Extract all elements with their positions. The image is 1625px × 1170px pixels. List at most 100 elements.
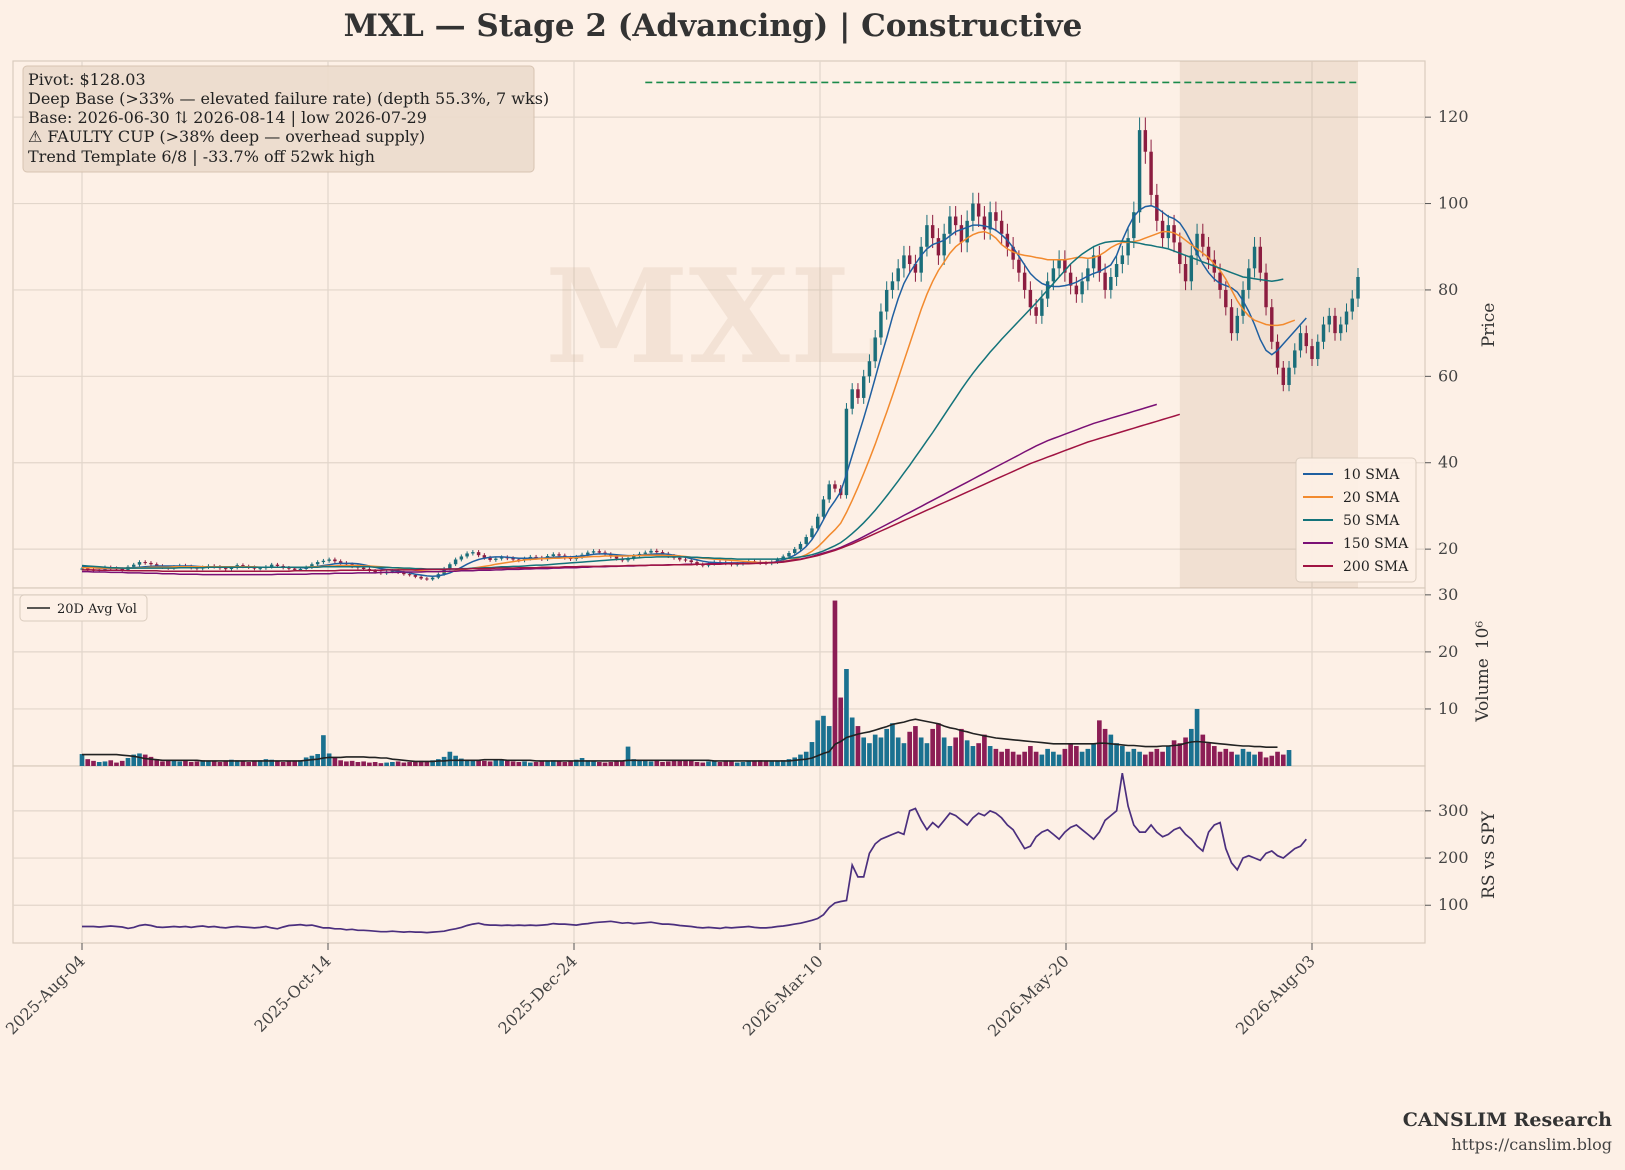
candle-body — [1195, 233, 1199, 256]
candle-body — [591, 551, 596, 553]
candle-body — [482, 555, 487, 558]
candle-body — [1235, 315, 1240, 334]
volume-bar — [1108, 734, 1114, 766]
volume-bar — [384, 762, 389, 766]
x-tick-label: 2026-May-20 — [984, 951, 1073, 1040]
volume-bar — [154, 759, 160, 766]
volume-bar — [142, 754, 148, 766]
volume-bar — [855, 726, 861, 766]
candle-body — [1304, 333, 1308, 347]
volume-bar — [1033, 751, 1039, 766]
volume-bar — [505, 760, 510, 766]
volume-bar — [447, 751, 453, 766]
rs-tick-label: 100 — [1438, 895, 1469, 914]
volume-bar — [1286, 750, 1292, 766]
volume-bar — [355, 762, 361, 766]
candle-body — [1109, 276, 1113, 290]
candle-body — [925, 225, 929, 247]
volume-bar — [677, 760, 683, 766]
volume-bar — [292, 761, 297, 766]
candle-body — [1017, 259, 1021, 273]
sma-line-50-sma — [81, 240, 1284, 570]
volume-bar — [1252, 754, 1257, 766]
volume-bar — [913, 726, 918, 766]
volume-bar — [229, 759, 234, 766]
candle-body — [902, 255, 906, 269]
candle-body — [1143, 130, 1148, 152]
rs-tick-label: 200 — [1438, 848, 1469, 867]
volume-bar — [125, 758, 131, 766]
candle-body — [1287, 367, 1291, 385]
candle-body — [626, 558, 630, 561]
volume-bar — [1039, 754, 1045, 766]
volume-bar — [1062, 748, 1068, 766]
candle-body — [534, 556, 538, 558]
volume-bar — [367, 762, 372, 766]
candle-body — [315, 562, 320, 565]
candle-body — [1356, 276, 1360, 299]
volume-bar — [303, 757, 309, 766]
x-tick-label: 2025-Dec-24 — [494, 951, 580, 1037]
volume-bar — [1091, 743, 1096, 766]
sma-legend-label: 20 SMA — [1343, 490, 1400, 506]
volume-gridlines — [13, 594, 1425, 710]
volume-bar — [424, 761, 430, 766]
candle-body — [413, 575, 418, 577]
candle-body — [833, 484, 837, 489]
candle-body — [1063, 259, 1067, 273]
candle-body — [1097, 255, 1102, 273]
volume-bar — [987, 746, 993, 766]
volume-bar — [936, 723, 941, 766]
x-axis-ticks: 2025-Aug-04 2025-Oct-14 2025-Dec-24 2026-Ma… — [2, 943, 1319, 1040]
volume-bar — [907, 731, 912, 766]
candle-body — [1333, 315, 1337, 334]
candle-body — [1051, 268, 1056, 282]
volume-bar — [206, 760, 211, 766]
candle-body — [430, 577, 435, 580]
volume-bar — [119, 760, 125, 766]
volume-bar — [165, 760, 171, 766]
annotation-deep-base: Deep Base (>33% — elevated failure rate)… — [28, 89, 549, 108]
volume-bar — [671, 760, 677, 766]
candle-body — [310, 564, 314, 568]
volume-bar — [596, 762, 602, 766]
candle-body — [1281, 367, 1286, 385]
sma-lines — [81, 204, 1307, 578]
candle-body — [879, 311, 883, 338]
volume-bar — [763, 760, 769, 766]
volume-bar — [890, 723, 895, 766]
price-tick-label: 120 — [1438, 107, 1469, 126]
candle-body — [275, 564, 280, 566]
volume-bar — [826, 726, 832, 766]
candle-body — [1074, 285, 1079, 295]
volume-bar — [729, 760, 734, 766]
volume-bars — [79, 600, 1292, 766]
candle-body — [1149, 151, 1153, 195]
volume-bar — [665, 761, 671, 766]
volume-bar — [194, 761, 200, 766]
volume-bar — [378, 763, 384, 766]
volume-bar — [1074, 746, 1079, 766]
price-axis-label: Price — [1479, 303, 1499, 348]
volume-bar — [740, 762, 746, 766]
volume-legend-label: 20D Avg Vol — [57, 602, 137, 617]
sma-legend-label: 150 SMA — [1343, 536, 1409, 552]
candle-body — [965, 220, 969, 243]
candle-body — [787, 553, 791, 557]
volume-bar — [436, 759, 441, 766]
volume-bar — [895, 737, 901, 766]
volume-bar — [706, 761, 711, 766]
candle-body — [844, 408, 849, 496]
candle-body — [655, 550, 659, 553]
volume-bar — [1246, 751, 1252, 766]
volume-bar — [849, 717, 855, 766]
price-tick-label: 80 — [1438, 280, 1458, 299]
candle-body — [1057, 259, 1061, 269]
volume-bar — [407, 762, 412, 766]
volume-scale-label: 10⁶ — [1473, 621, 1493, 650]
volume-bar — [660, 762, 665, 766]
volume-bar — [723, 761, 729, 766]
volume-bar — [959, 728, 964, 766]
candle-body — [1327, 315, 1331, 325]
volume-bar — [694, 762, 700, 766]
